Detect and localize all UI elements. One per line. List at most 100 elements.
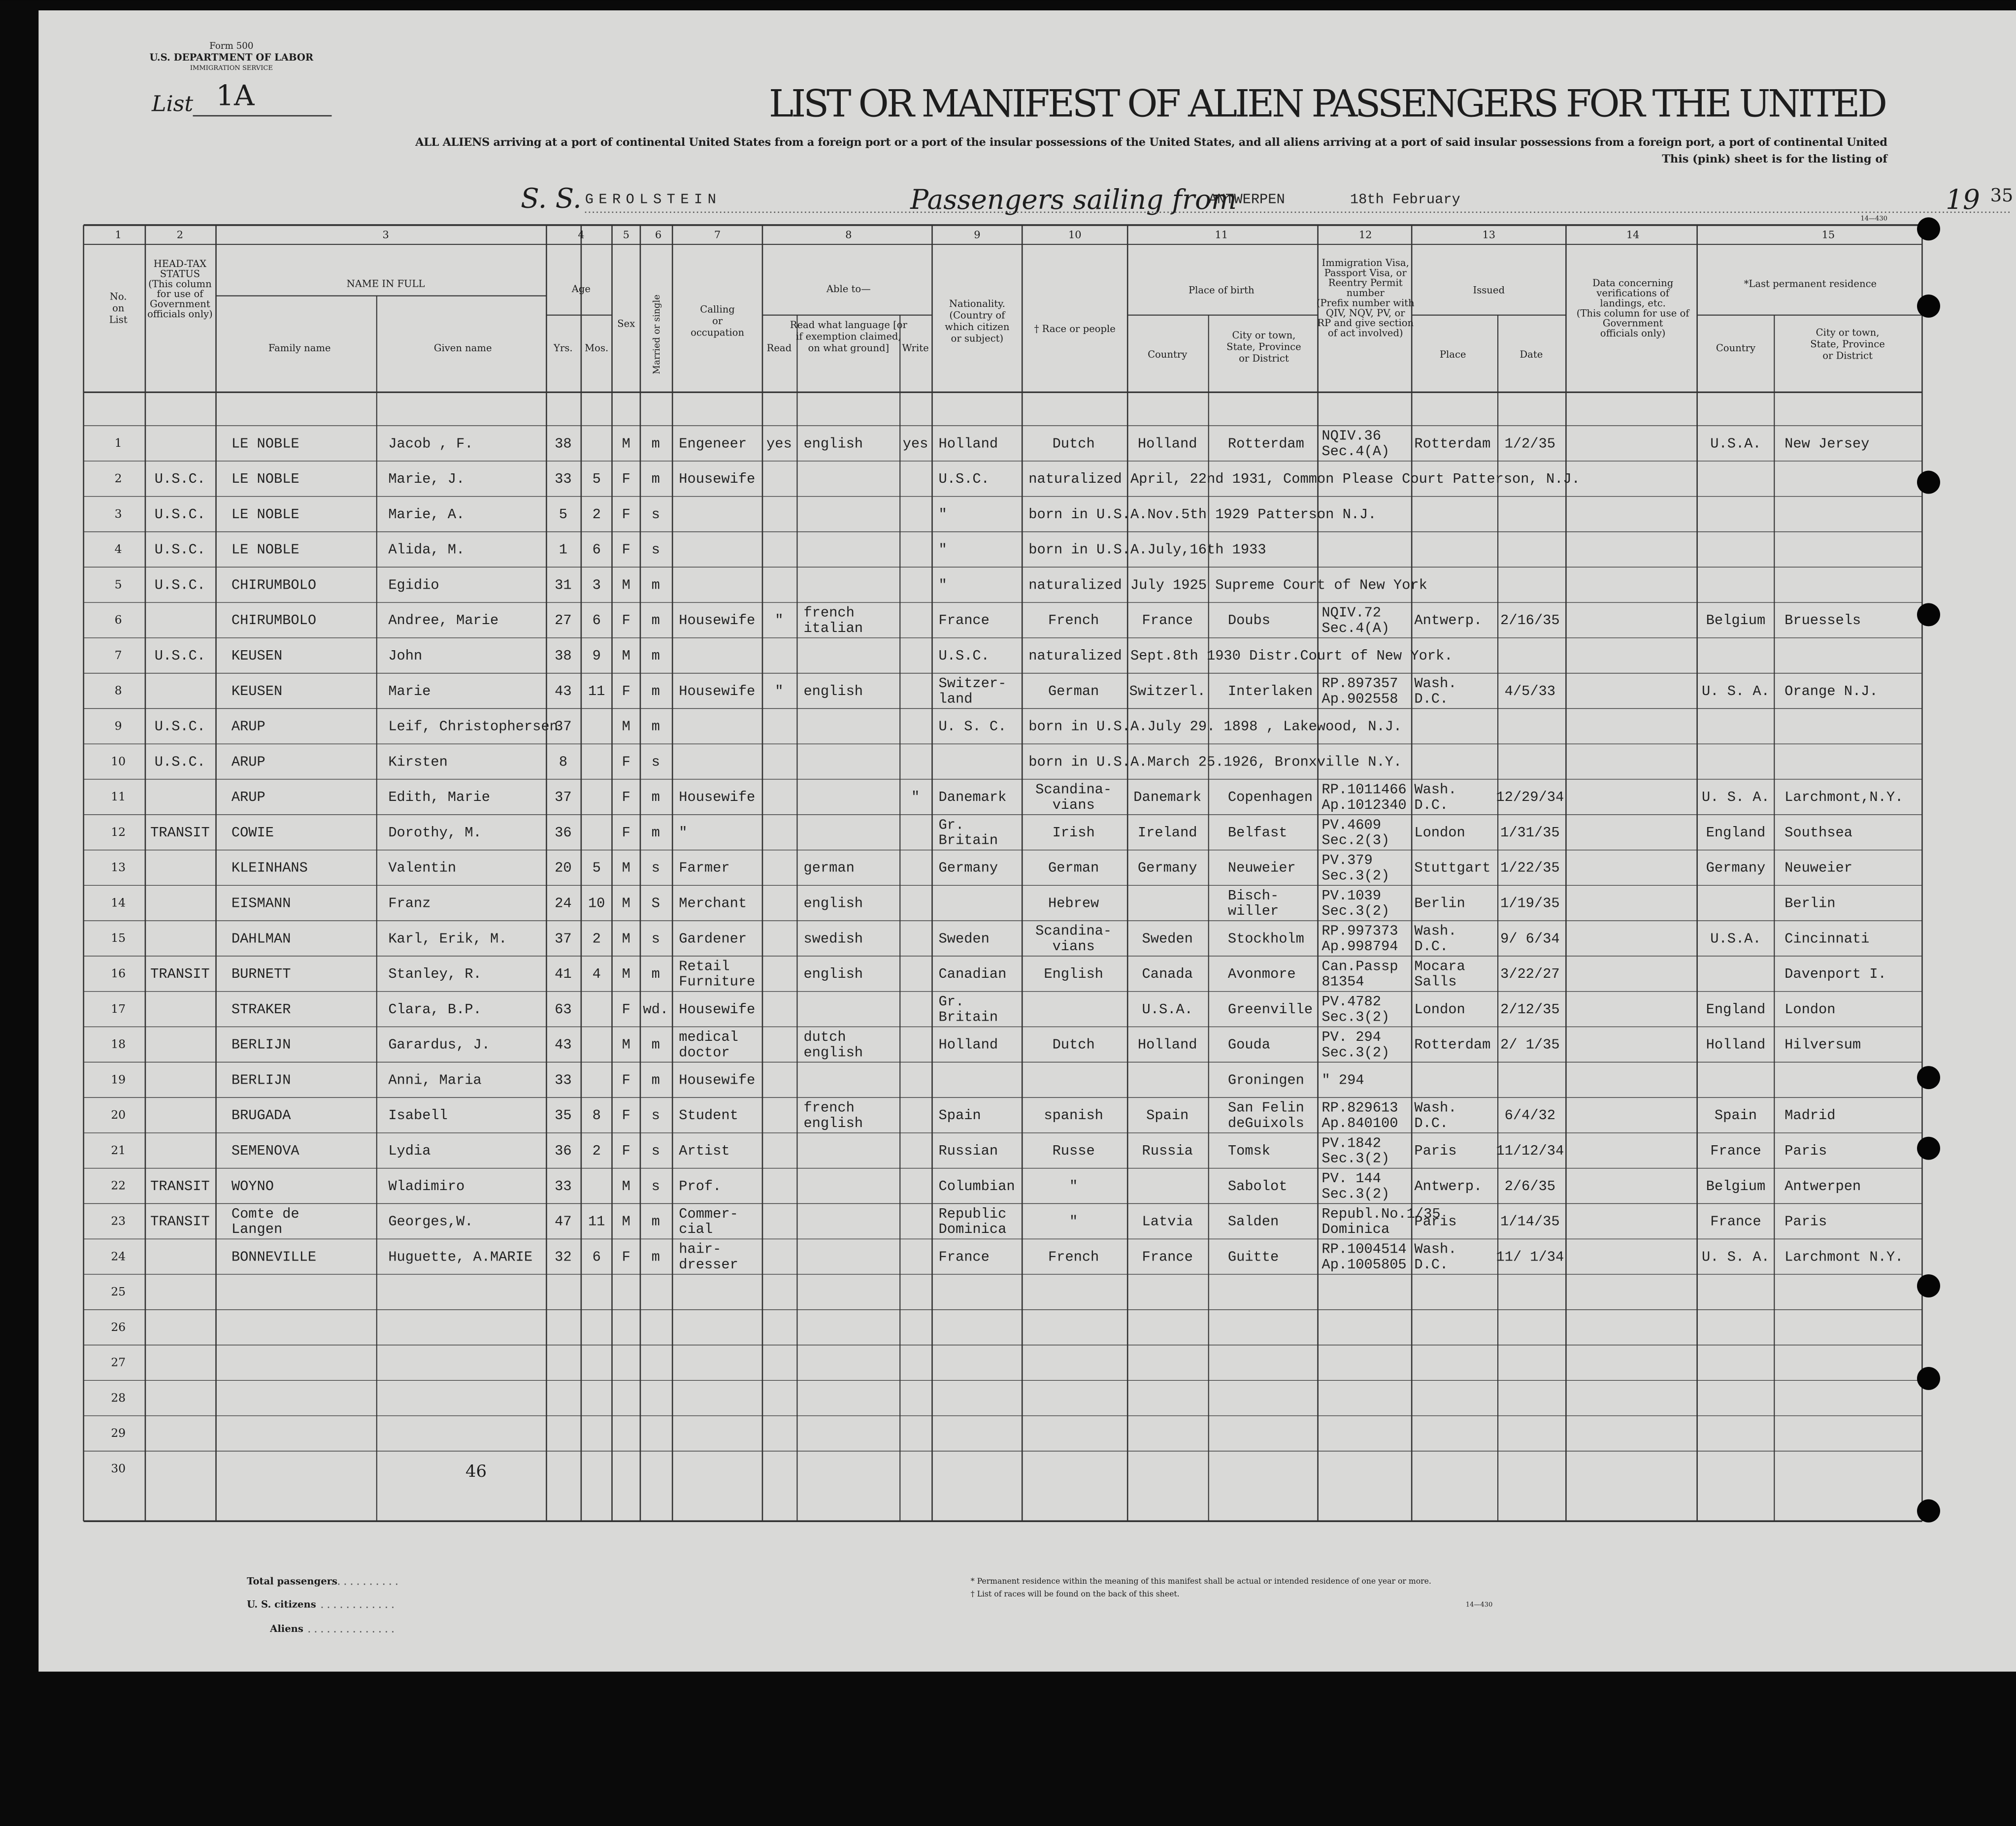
column-header: Read xyxy=(767,342,792,354)
cell-given: Wladimiro xyxy=(388,1178,464,1195)
cell-bcountry: Russia xyxy=(1142,1143,1193,1159)
cell-sex: F xyxy=(622,1072,630,1088)
cell-yrs: 31 xyxy=(555,577,571,593)
cell-rcountry: Holland xyxy=(1706,1037,1766,1053)
cell-given: Dorothy, M. xyxy=(388,825,481,841)
punch-hole xyxy=(1917,603,1940,627)
sailing-date: 18th February xyxy=(1350,191,1460,207)
cell-no: 11 xyxy=(111,790,126,803)
column-header: State, Province xyxy=(1810,338,1885,350)
cell-given: Karl, Erik, M. xyxy=(388,930,507,947)
cell-nat: Russian xyxy=(939,1143,998,1159)
column-header: landings, etc. xyxy=(1600,298,1666,309)
cell-tax: U.S.C. xyxy=(155,754,205,770)
cell-place: Wash. xyxy=(1414,675,1456,692)
cell-mos: 9 xyxy=(593,648,601,664)
cell-remark: born in U.S.A.July 29. 1898 , Lakewood, … xyxy=(1028,719,1402,735)
cell-no: 21 xyxy=(111,1143,126,1157)
cell-yrs: 36 xyxy=(555,825,571,841)
cell-bcity: willer xyxy=(1228,903,1279,919)
cell-rcountry: France xyxy=(1710,1214,1761,1230)
cell-bcity: Copenhagen xyxy=(1228,789,1313,805)
cell-tax: TRANSIT xyxy=(150,1178,210,1195)
cell-family: WOYNO xyxy=(231,1178,274,1195)
cell-place: D.C. xyxy=(1414,938,1448,955)
cell-race: Scandina- xyxy=(1035,781,1112,797)
column-header: Able to— xyxy=(826,283,871,295)
cell-place: D.C. xyxy=(1414,1257,1448,1273)
cell-occ: cial xyxy=(679,1221,713,1237)
cell-occ: Housewife xyxy=(679,1001,755,1018)
cell-occ: medical xyxy=(679,1029,738,1045)
cell-family: CHIRUMBOLO xyxy=(231,577,316,593)
column-header: which citizen xyxy=(945,321,1010,332)
cell-nat: Canadian xyxy=(939,966,1007,982)
cell-family: SEMENOVA xyxy=(231,1143,300,1159)
cell-sex: M xyxy=(622,930,630,947)
cell-race: Dutch xyxy=(1053,435,1095,452)
cell-place: Wash. xyxy=(1414,1100,1456,1116)
cell-yrs: 38 xyxy=(555,435,571,452)
cell-visa: Ap.840100 xyxy=(1322,1115,1398,1131)
cell-given: Marie, A. xyxy=(388,506,464,523)
cell-rcountry: Spain xyxy=(1715,1107,1757,1124)
cell-family: LE NOBLE xyxy=(231,435,299,452)
cell-given: Huguette, A.MARIE xyxy=(388,1249,532,1265)
cell-nat: Britain xyxy=(939,1009,998,1026)
cell-no: 13 xyxy=(111,861,126,874)
cell-yrs: 43 xyxy=(555,1037,571,1053)
cell-yrs: 1 xyxy=(559,542,567,558)
column-header: on xyxy=(112,302,125,314)
cell-no: 27 xyxy=(111,1356,126,1369)
cell-given: Egidio xyxy=(388,577,439,593)
port: ANTWERPEN xyxy=(1209,191,1285,207)
cell-occ: Prof. xyxy=(679,1178,721,1195)
cell-given: Marie, J. xyxy=(388,471,464,487)
cell-place: Paris xyxy=(1414,1214,1456,1230)
cell-bcountry: France xyxy=(1142,612,1193,629)
cell-sex: M xyxy=(622,1178,630,1195)
cell-ms: m xyxy=(652,1249,660,1265)
cell-family: KLEINHANS xyxy=(231,860,308,876)
cell-mos: 8 xyxy=(593,1107,601,1124)
punch-hole xyxy=(1917,294,1940,318)
cell-no: 3 xyxy=(115,507,122,521)
cell-visa: Republ.No.1/35 xyxy=(1322,1206,1440,1222)
cell-mos: 2 xyxy=(593,1143,601,1159)
cell-rcountry: Belgium xyxy=(1706,1178,1766,1195)
column-header: Country xyxy=(1716,342,1755,354)
cell-nat: Holland xyxy=(939,1037,998,1053)
cell-no: 28 xyxy=(111,1391,126,1404)
cell-yrs: 43 xyxy=(555,683,571,699)
column-number: 5 xyxy=(623,229,629,240)
cell-ms: S xyxy=(652,896,660,912)
cell-nat: " xyxy=(939,506,947,523)
cell-sex: F xyxy=(622,789,630,805)
cell-family: BURNETT xyxy=(231,966,291,982)
cell-remark: born in U.S.A.July,16th 1933 xyxy=(1028,542,1266,558)
cell-sex: M xyxy=(622,435,630,452)
cell-bcountry: Sweden xyxy=(1142,930,1193,947)
cell-sex: F xyxy=(622,471,630,487)
cell-yrs: 32 xyxy=(555,1249,571,1265)
cell-place: Paris xyxy=(1414,1143,1456,1159)
cell-visa: Ap.902558 xyxy=(1322,691,1398,707)
cell-no: 9 xyxy=(115,719,122,733)
cell-remark: naturalized July 1925 Supreme Court of N… xyxy=(1028,577,1427,593)
cell-visa: RP.1004514 xyxy=(1322,1241,1406,1258)
cell-given: Franz xyxy=(388,896,430,912)
citizens-label: U. S. citizens xyxy=(247,1598,316,1610)
cell-lang: german xyxy=(803,860,854,876)
column-header: Place of birth xyxy=(1189,285,1255,296)
cell-visa: Sec.3(2) xyxy=(1322,1044,1389,1061)
cell-no: 25 xyxy=(111,1285,126,1298)
cell-no: 4 xyxy=(115,542,122,556)
column-header: Immigration Visa, xyxy=(1322,257,1409,268)
cell-mos: 10 xyxy=(588,896,605,912)
cell-given: Georges,W. xyxy=(388,1214,473,1230)
cell-nat: Dominica xyxy=(939,1221,1007,1237)
cell-remark: born in U.S.A.March 25.1926, Bronxville … xyxy=(1028,754,1402,770)
cell-rcity: Southsea xyxy=(1785,825,1852,841)
cell-rcountry: France xyxy=(1710,1143,1761,1159)
